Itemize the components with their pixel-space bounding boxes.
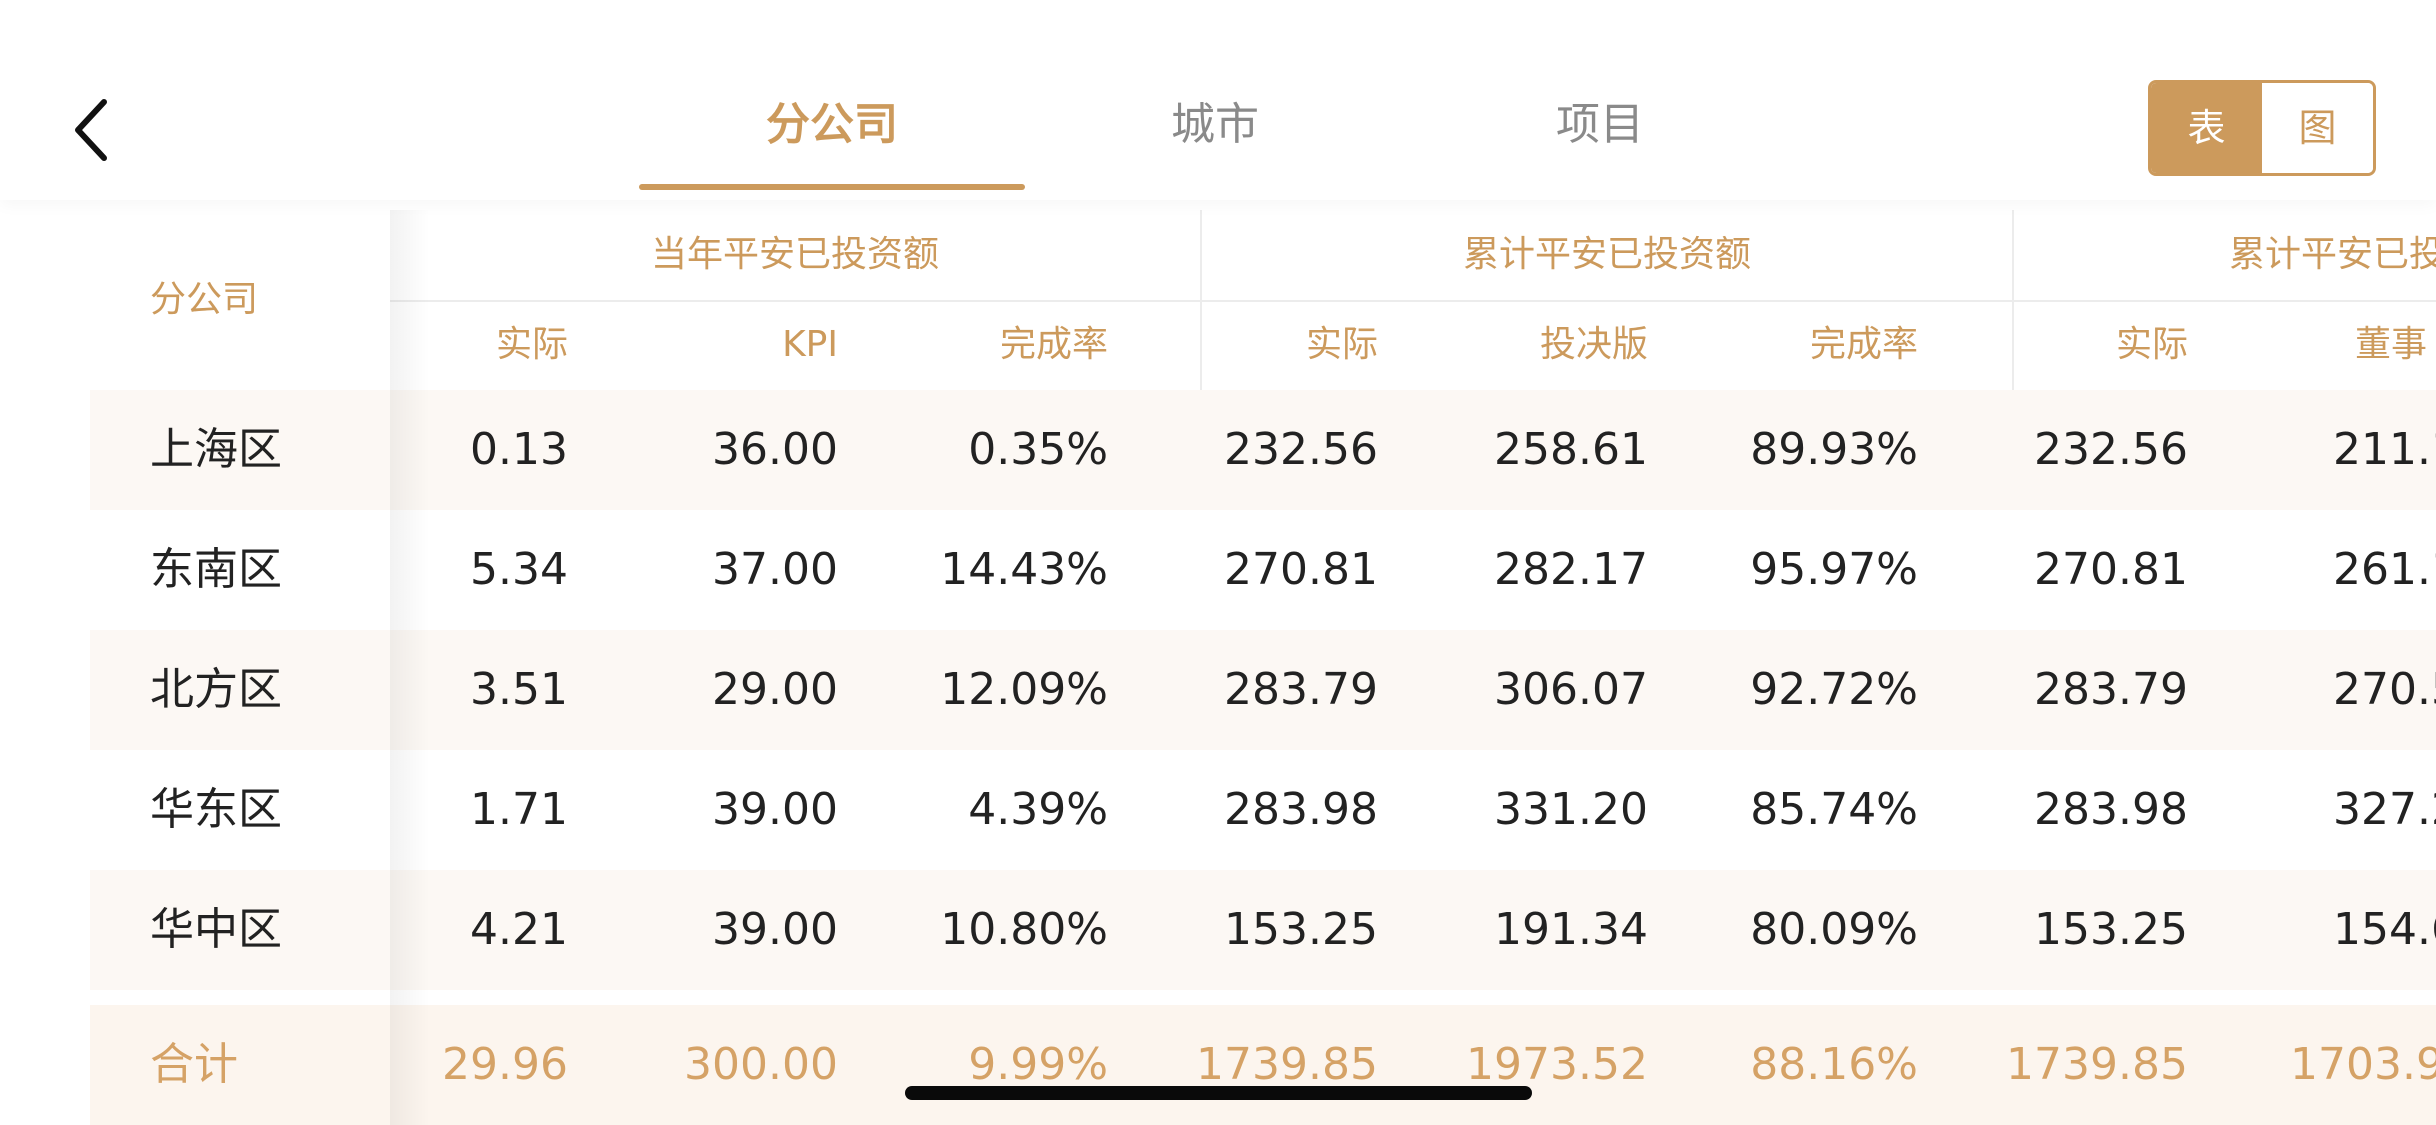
total-cell: 1739.85 xyxy=(1196,1039,1378,1090)
table-cell: 154.6 xyxy=(2333,904,2436,955)
total-cell: 1739.85 xyxy=(2006,1039,2188,1090)
table-cell: 3.51 xyxy=(470,664,568,715)
group-header: 累计平安已投资额 xyxy=(1462,234,1751,275)
column-header: 实际 xyxy=(2115,324,2188,365)
table-cell: 270.5 xyxy=(2333,664,2436,715)
total-cell: 1703.9 xyxy=(2290,1039,2436,1090)
table-cell: 282.17 xyxy=(1494,544,1648,595)
table-cell: 39.00 xyxy=(712,904,838,955)
header-divider xyxy=(390,300,2436,302)
table-cell: 5.34 xyxy=(470,544,568,595)
table-row[interactable]: 华东区 1.71 39.00 4.39% 283.98 331.20 85.74… xyxy=(90,750,2436,870)
total-cell: 29.96 xyxy=(442,1039,568,1090)
table-cell: 283.79 xyxy=(1224,664,1378,715)
table-cell: 10.80% xyxy=(940,904,1108,955)
table-cell: 39.00 xyxy=(712,784,838,835)
table-cell: 232.56 xyxy=(2034,424,2188,475)
group-header: 累计平安已投 xyxy=(2229,234,2436,275)
column-header: 投决版 xyxy=(1539,324,1648,365)
view-toggle: 表 图 xyxy=(2148,80,2376,176)
table-cell: 270.81 xyxy=(1224,544,1378,595)
total-label: 合计 xyxy=(150,1039,238,1090)
table-view-button[interactable]: 表 xyxy=(2151,83,2262,173)
table-cell: 258.61 xyxy=(1494,424,1648,475)
table-cell: 191.34 xyxy=(1494,904,1648,955)
name-column-header: 分公司 xyxy=(150,279,259,320)
table-cell: 80.09% xyxy=(1750,904,1918,955)
table-cell: 4.39% xyxy=(968,784,1108,835)
total-cell: 300.00 xyxy=(684,1039,838,1090)
tab-branch[interactable]: 分公司 xyxy=(766,99,898,150)
table-cell: 327.2 xyxy=(2333,784,2436,835)
table-cell: 261.1 xyxy=(2333,544,2436,595)
table-cell: 95.97% xyxy=(1750,544,1918,595)
table-cell: 153.25 xyxy=(1224,904,1378,955)
table-row[interactable]: 华中区 4.21 39.00 10.80% 153.25 191.34 80.0… xyxy=(90,870,2436,990)
back-button[interactable] xyxy=(60,90,130,170)
table-cell: 1.71 xyxy=(470,784,568,835)
top-nav-bar: 分公司 城市 项目 表 图 xyxy=(0,0,2436,200)
table-cell: 270.81 xyxy=(2034,544,2188,595)
table-cell: 4.21 xyxy=(470,904,568,955)
chevron-left-icon xyxy=(75,99,107,161)
column-header: 实际 xyxy=(1305,324,1378,365)
table-cell: 0.35% xyxy=(968,424,1108,475)
table-cell: 283.79 xyxy=(2034,664,2188,715)
total-cell: 1973.52 xyxy=(1466,1039,1648,1090)
chart-view-button[interactable]: 图 xyxy=(2262,83,2373,173)
row-name: 华东区 xyxy=(150,784,282,835)
row-name: 北方区 xyxy=(150,664,282,715)
table-cell: 29.00 xyxy=(712,664,838,715)
column-header: 完成率 xyxy=(999,324,1108,365)
home-indicator[interactable] xyxy=(905,1086,1532,1100)
column-header: 完成率 xyxy=(1809,324,1918,365)
column-header: 董事 xyxy=(2355,324,2428,365)
table-cell: 306.07 xyxy=(1494,664,1648,715)
table-row[interactable]: 北方区 3.51 29.00 12.09% 283.79 306.07 92.7… xyxy=(90,630,2436,750)
table-cell: 36.00 xyxy=(712,424,838,475)
tab-project[interactable]: 项目 xyxy=(1556,99,1644,150)
total-cell: 88.16% xyxy=(1750,1039,1918,1090)
row-name: 东南区 xyxy=(150,544,282,595)
table-cell: 89.93% xyxy=(1750,424,1918,475)
frozen-column-shadow xyxy=(390,210,430,1125)
active-tab-indicator xyxy=(639,184,1025,190)
table-cell: 0.13 xyxy=(470,424,568,475)
total-row[interactable]: 合计 29.96 300.00 9.99% 1739.85 1973.52 88… xyxy=(90,1005,2436,1125)
row-name: 上海区 xyxy=(150,424,282,475)
total-cell: 9.99% xyxy=(968,1039,1108,1090)
table-row[interactable]: 东南区 5.34 37.00 14.43% 270.81 282.17 95.9… xyxy=(90,510,2436,630)
group-divider xyxy=(1200,210,1202,390)
table-row[interactable]: 上海区 0.13 36.00 0.35% 232.56 258.61 89.93… xyxy=(90,390,2436,510)
table-cell: 331.20 xyxy=(1494,784,1648,835)
table-cell: 283.98 xyxy=(1224,784,1378,835)
group-header: 当年平安已投资额 xyxy=(650,234,939,275)
table-cell: 211.1 xyxy=(2333,424,2436,475)
table-cell: 37.00 xyxy=(712,544,838,595)
table-cell: 283.98 xyxy=(2034,784,2188,835)
table-cell: 85.74% xyxy=(1750,784,1918,835)
column-header: 实际 xyxy=(495,324,568,365)
tab-city[interactable]: 城市 xyxy=(1171,99,1259,150)
table-cell: 153.25 xyxy=(2034,904,2188,955)
table-cell: 14.43% xyxy=(940,544,1108,595)
table-cell: 12.09% xyxy=(940,664,1108,715)
column-header: KPI xyxy=(782,324,838,365)
row-name: 华中区 xyxy=(150,904,282,955)
group-divider xyxy=(2012,210,2014,390)
table-cell: 92.72% xyxy=(1750,664,1918,715)
table-cell: 232.56 xyxy=(1224,424,1378,475)
